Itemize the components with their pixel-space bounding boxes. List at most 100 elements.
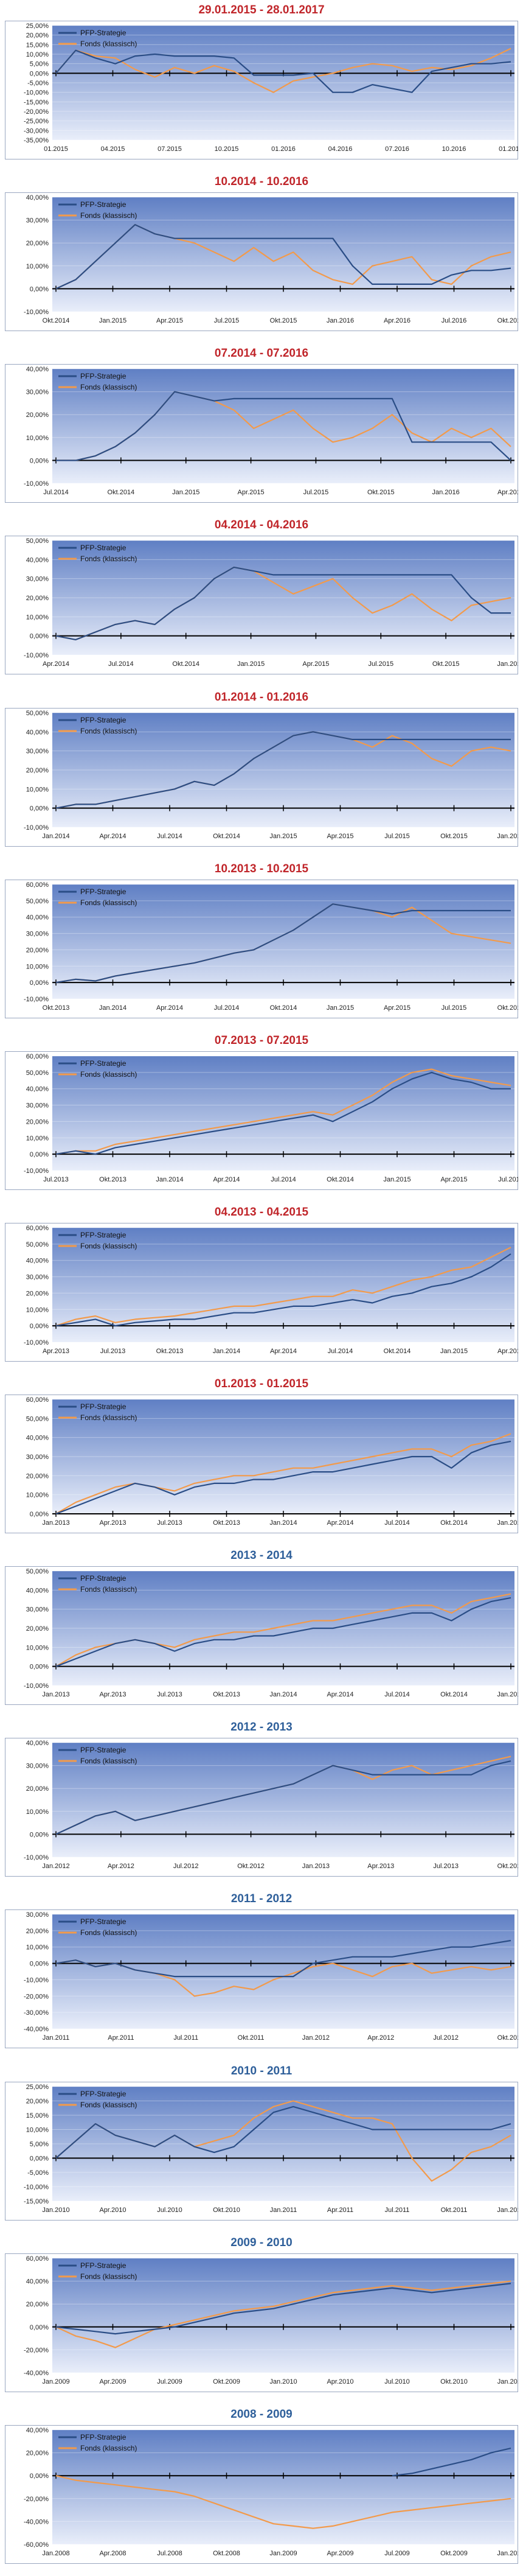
- plot-area: [52, 1914, 514, 2029]
- x-tick-label: 04.2015: [101, 145, 125, 153]
- y-tick-label: 40,00%: [26, 914, 49, 921]
- series-line-fund: [55, 47, 511, 93]
- x-tick-label: Jan.2016: [497, 660, 518, 668]
- x-tick-label: Jul.2014: [108, 660, 134, 668]
- chart-title: 01.2013 - 01.2015: [214, 1377, 309, 1391]
- x-tick-label: Okt.2015: [270, 317, 297, 324]
- x-tick-label: Jan.2013: [302, 1863, 330, 1870]
- y-tick-label: -10,00%: [24, 996, 49, 1003]
- series-line-strategy: [55, 224, 511, 290]
- series-line-strategy: [55, 49, 511, 93]
- y-tick-label: 20,00%: [26, 411, 49, 419]
- series-line-strategy: [55, 1253, 511, 1327]
- series-line-strategy: [392, 2447, 511, 2477]
- x-tick-label: Jul.2014: [214, 1004, 240, 1012]
- x-tick-label: Apr.2010: [327, 2378, 353, 2385]
- y-tick-label: 10,00%: [26, 1944, 49, 1951]
- chart-title: 10.2013 - 10.2015: [214, 862, 309, 875]
- x-tick-label: Apr.2011: [327, 2207, 353, 2214]
- y-tick-label: 20,00%: [26, 767, 49, 774]
- x-tick-label: Jan.2016: [497, 833, 518, 840]
- x-tick-label: Jul.2014: [271, 1176, 296, 1183]
- x-tick-label: Jul.2012: [173, 1863, 199, 1870]
- chart-panel: 04.2014 - 04.2016 50,00% 40,00% 30,00% 20,00…: [0, 515, 523, 687]
- chart-svg: 40,00%30,00%20,00%10,00%0,00%-10,00%Jul.…: [5, 364, 518, 503]
- y-tick-label: -10,00%: [24, 1854, 49, 1861]
- x-tick-label: Jul.2014: [157, 833, 182, 840]
- y-tick-label: -60,00%: [24, 2541, 49, 2549]
- y-tick-label: -40,00%: [24, 2518, 49, 2525]
- chart-panel: 04.2013 - 04.2015 60,00% 50,00% 40,00% 30,00…: [0, 1202, 523, 1374]
- series-line-strategy: [55, 1940, 511, 1978]
- x-tick-label: Okt.2011: [238, 2034, 265, 2042]
- x-tick-label: Jan.2015: [269, 833, 297, 840]
- x-tick-label: Apr.2013: [99, 1691, 126, 1698]
- y-tick-label: 50,00%: [26, 1241, 49, 1248]
- y-tick-label: 40,00%: [26, 729, 49, 736]
- x-tick-label: Okt.2014: [270, 1004, 297, 1012]
- x-tick-label: Jul.2013: [100, 1348, 126, 1355]
- y-tick-label: 50,00%: [26, 1415, 49, 1423]
- y-tick-label: 10,00%: [26, 1645, 49, 1652]
- x-tick-label: 10.2016: [442, 145, 466, 153]
- x-tick-label: Jan.2016: [432, 489, 460, 496]
- x-tick-label: Jul.2015: [442, 1004, 467, 1012]
- series-line-fund: [55, 1068, 511, 1155]
- y-tick-label: -10,00%: [24, 2183, 49, 2191]
- x-tick-label: Apr.2015: [497, 1348, 518, 1355]
- chart-panel: 29.01.2015 - 28.01.2017 25,00% 20,00% 15,00…: [0, 0, 523, 172]
- x-tick-label: Okt.2013: [99, 1176, 126, 1183]
- legend-label: PFP-Strategie: [80, 29, 126, 37]
- y-tick-label: -10,00%: [24, 1682, 49, 1690]
- legend-label: Fonds (klassisch): [80, 1928, 137, 1937]
- y-tick-label: 5,00%: [30, 61, 49, 68]
- y-tick-label: -15,00%: [24, 99, 49, 106]
- y-tick-label: 20,00%: [26, 1625, 49, 1633]
- y-tick-label: 10,00%: [26, 1135, 49, 1142]
- legend: PFP-Strategie Fonds (klassisch): [58, 544, 137, 563]
- legend: PFP-Strategie Fonds (klassisch): [58, 1746, 137, 1765]
- x-tick-label: Apr.2016: [497, 489, 518, 496]
- chart-title: 2011 - 2012: [230, 1892, 293, 1906]
- x-tick-label: Apr.2015: [238, 489, 265, 496]
- x-tick-label: Apr.2015: [302, 660, 329, 668]
- legend-label: PFP-Strategie: [80, 1917, 126, 1926]
- x-tick-label: Apr.2016: [384, 317, 410, 324]
- y-tick-label: -5,00%: [27, 2169, 49, 2177]
- y-tick-label: -40,00%: [24, 2026, 49, 2033]
- x-tick-label: Jan.2011: [270, 2207, 297, 2214]
- x-tick-label: Okt.2012: [497, 2034, 518, 2042]
- y-tick-label: -10,00%: [24, 309, 49, 316]
- plot-area: [52, 1399, 514, 1514]
- y-tick-label: 40,00%: [26, 557, 49, 564]
- chart-panel: 10.2013 - 10.2015 60,00% 50,00% 40,00% 30,00…: [0, 859, 523, 1031]
- y-tick-label: 30,00%: [26, 576, 49, 583]
- y-tick-label: 10,00%: [26, 786, 49, 793]
- y-tick-label: -15,00%: [24, 2198, 49, 2205]
- y-tick-label: 10,00%: [26, 963, 49, 970]
- y-tick-label: 40,00%: [26, 1435, 49, 1442]
- x-tick-label: Okt.2014: [172, 660, 199, 668]
- legend-label: Fonds (klassisch): [80, 1242, 137, 1250]
- y-tick-label: 30,00%: [26, 389, 49, 396]
- x-tick-label: Jul.2013: [157, 1519, 182, 1527]
- x-tick-label: Jan.2016: [327, 317, 354, 324]
- y-tick-label: -25,00%: [24, 118, 49, 125]
- legend-label: PFP-Strategie: [80, 372, 126, 380]
- plot-area: [52, 1743, 514, 1858]
- x-tick-label: Okt.2014: [213, 833, 240, 840]
- x-tick-label: Jul.2014: [328, 1348, 353, 1355]
- x-tick-label: Okt.2010: [213, 2207, 240, 2214]
- y-tick-label: -10,00%: [24, 1339, 49, 1346]
- y-tick-label: 50,00%: [26, 537, 49, 545]
- y-tick-label: 0,00%: [30, 458, 49, 465]
- chart-svg: 60,00% 50,00% 40,00% 30,00% 20,00% 10,00% 0,00…: [5, 879, 518, 1018]
- y-tick-label: 0,00%: [30, 2155, 49, 2162]
- y-tick-label: -35,00%: [24, 137, 49, 144]
- x-tick-label: Okt.2015: [367, 489, 395, 496]
- x-tick-label: Okt.2015: [497, 1004, 518, 1012]
- legend-label: PFP-Strategie: [80, 2261, 126, 2270]
- chart-panel: 07.2014 - 07.2016 40,00% 30,00% 20,00% 10,00…: [0, 343, 523, 515]
- y-tick-label: 50,00%: [26, 710, 49, 717]
- x-tick-label: 04.2016: [328, 145, 353, 153]
